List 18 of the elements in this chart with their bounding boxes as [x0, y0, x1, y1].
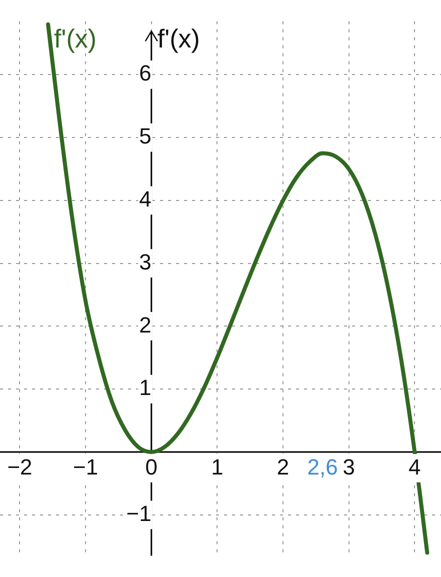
x-tick-label: −1 [73, 454, 98, 480]
x-tick-label: 0 [145, 454, 158, 480]
series-label: f'(x) [54, 23, 97, 54]
x-tick-label: −2 [7, 454, 32, 480]
y-tick-label: 5 [139, 124, 152, 149]
x-tick-label: 4 [408, 454, 421, 480]
x-tick-label: 2 [276, 454, 290, 480]
x-tick-label: 3 [342, 454, 355, 480]
x-tick-label: 2,6 [307, 454, 338, 480]
line-series [46, 22, 430, 555]
y-tick-label: 4 [139, 186, 152, 212]
y-tick-label: 3 [139, 249, 152, 274]
y-tick-label: 1 [139, 375, 152, 400]
y-tick-label: 6 [139, 60, 152, 86]
y-axis-title: f'(x) [157, 23, 200, 54]
x-tick-label: 1 [211, 454, 224, 480]
y-tick-label: 2 [139, 312, 152, 338]
y-tick-label: −1 [126, 500, 152, 526]
